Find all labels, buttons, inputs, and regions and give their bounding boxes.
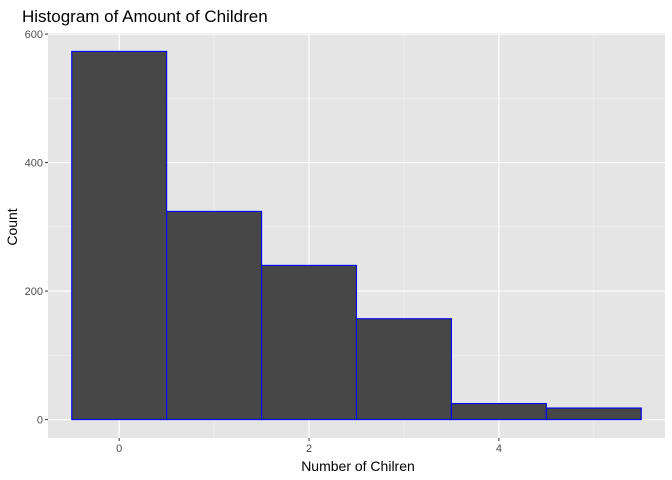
histogram-bar [261, 264, 358, 421]
y-axis: 0 200 400 600 [25, 29, 48, 427]
y-tick-label: 0 [37, 415, 43, 427]
y-tick-label: 600 [25, 29, 43, 41]
chart-title: Histogram of Amount of Children [22, 7, 268, 26]
histogram-bar [545, 407, 642, 421]
histogram-bar [355, 318, 452, 421]
y-tick-label: 400 [25, 158, 43, 170]
x-axis: 0 2 4 [116, 438, 502, 455]
histogram-bar [71, 50, 168, 421]
y-axis-title: Count [4, 208, 20, 245]
histogram-bars [71, 50, 642, 421]
y-tick-label: 200 [25, 286, 43, 298]
x-tick-label: 0 [116, 443, 122, 455]
x-axis-title: Number of Chilren [301, 458, 415, 474]
x-tick-label: 4 [496, 443, 502, 455]
histogram-bar [166, 210, 263, 421]
x-tick-label: 2 [306, 443, 312, 455]
histogram-bar [450, 402, 547, 421]
